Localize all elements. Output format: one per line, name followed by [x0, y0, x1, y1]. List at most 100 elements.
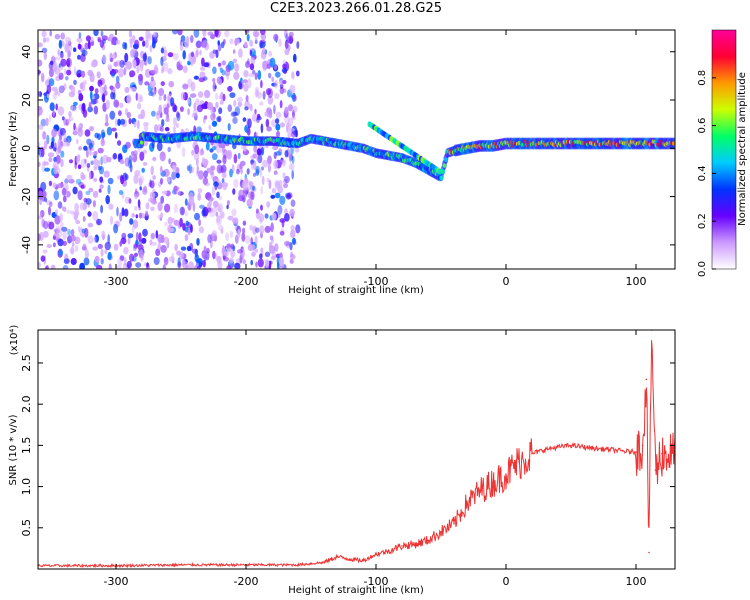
spectrogram-noise-cell — [88, 187, 94, 193]
spectrogram-noise-cell — [149, 44, 153, 53]
spectrogram-noise-cell — [128, 198, 132, 204]
spectrogram-noise-cell — [237, 249, 243, 254]
spectrogram-noise-cell — [134, 193, 138, 200]
spectrogram-noise-cell — [52, 182, 57, 188]
spectrogram-noise-cell — [102, 54, 107, 64]
spectrogram-noise-cell — [67, 229, 72, 236]
spectrogram-y-axis-label: Frequency (Hz) — [8, 111, 19, 187]
spectrogram-noise-cell — [61, 116, 65, 121]
spectrogram-noise-cell — [48, 221, 55, 230]
spectrogram-noise-cell — [216, 255, 222, 264]
spectrogram-noise-cell — [38, 106, 43, 116]
spectrogram-noise-cell — [259, 253, 263, 260]
spectrogram-noise-cell — [219, 99, 224, 105]
spectrogram-noise-cell — [182, 50, 186, 60]
spectrogram-noise-cell — [73, 122, 76, 131]
spectrogram-noise-cell — [97, 243, 103, 250]
spectrogram-noise-cell — [133, 174, 139, 185]
spectrogram-noise-cell — [201, 208, 206, 217]
spectrogram-noise-cell — [198, 219, 202, 227]
spectrogram-noise-cell — [216, 215, 221, 224]
spectrogram-noise-cell — [285, 193, 292, 200]
spectrogram-noise-cell — [53, 190, 60, 201]
spectrogram-noise-cell — [203, 89, 211, 99]
spectrogram-noise-cell — [168, 158, 171, 165]
spectrogram-noise-cell — [119, 102, 124, 109]
spectrogram-noise-cell — [182, 222, 186, 231]
spectrogram-noise-cell — [85, 198, 92, 205]
spectrogram-noise-cell — [84, 158, 87, 164]
spectrogram-noise-cell — [132, 43, 139, 50]
spectrogram-noise-cell — [115, 81, 121, 89]
spectrogram-noise-cell — [259, 41, 266, 49]
spectrogram-noise-cell — [45, 117, 49, 127]
spectrogram-noise-cell — [85, 35, 91, 42]
spectrogram-noise-cell — [257, 154, 263, 164]
spectrogram-noise-cell — [244, 30, 250, 34]
spectrogram-noise-cell — [50, 141, 55, 149]
spectrogram-noise-cell — [265, 259, 270, 268]
spectrogram-noise-cell — [279, 195, 286, 205]
colorbar-frame — [711, 29, 737, 270]
spectrogram-noise-cell — [201, 40, 208, 48]
spectrogram-noise-cell — [119, 212, 123, 222]
spectrogram-noise-cell — [83, 145, 88, 151]
spectrogram-noise-cell — [192, 248, 198, 254]
spectrogram-noise-cell — [232, 116, 238, 124]
spectrogram-noise-cell — [58, 39, 63, 49]
spectrogram-noise-cell — [41, 47, 48, 53]
spectrogram-noise-cell — [203, 170, 208, 178]
spectrogram-noise-cell — [138, 73, 143, 82]
spectrogram-noise-cell — [129, 38, 133, 49]
spectrogram-noise-cell — [282, 63, 287, 70]
spectrogram-noise-cell — [236, 96, 243, 103]
spectrogram-noise-cell — [209, 165, 216, 171]
spectrogram-noise-cell — [265, 88, 272, 96]
spectrogram-noise-cell — [196, 165, 200, 175]
snr-data-point — [453, 522, 455, 525]
spectrogram-noise-cell — [264, 213, 269, 219]
spectrogram-noise-cell — [178, 190, 181, 196]
spectrogram-noise-cell — [198, 127, 202, 133]
spectrogram-noise-cell — [88, 171, 92, 180]
spectrogram-noise-cell — [167, 228, 175, 233]
spectrogram-noise-cell — [40, 181, 47, 192]
spectrogram-noise-cell — [179, 106, 184, 112]
spectrogram-noise-cell — [92, 200, 96, 208]
spectrogram-noise-cell — [273, 104, 276, 115]
spectrogram-noise-cell — [124, 61, 128, 72]
colorbar: 0.0 0.2 0.4 0.6 0.8 Normalized spectral ampl… — [697, 29, 748, 277]
spectrogram-noise-cell — [55, 209, 58, 216]
spectrogram-noise-cell — [48, 67, 54, 78]
spectrogram-noise-cell — [99, 176, 104, 183]
spectrogram-noise-cell — [259, 167, 263, 178]
spectrogram-noise-cell — [188, 195, 195, 206]
spectrogram-noise-cell — [46, 244, 52, 248]
snr-y-multiplier: (x10⁴) — [9, 325, 20, 356]
spectrogram-noise-cell — [289, 84, 296, 94]
snr-y-tick-label: 1.0 — [20, 478, 33, 496]
spectrogram-noise-cell — [215, 211, 219, 217]
spectrogram-noise-cell — [43, 51, 47, 61]
snr-data-point — [466, 502, 468, 504]
snr-ticks: -300 -200 -100 0 100 0.5 1.0 1.5 2.0 2.5 — [20, 330, 675, 588]
spectrogram-noise-cell — [157, 214, 162, 219]
spectrogram-noise-cell — [221, 145, 226, 154]
spectrogram-noise-cell — [254, 108, 257, 115]
spectrogram-noise-cell — [189, 166, 195, 173]
spectrogram-noise-cell — [273, 159, 278, 170]
spectrogram-noise-cell — [140, 254, 144, 262]
spectrogram-noise-cell — [39, 212, 43, 218]
spectrogram-noise-cell — [216, 159, 222, 164]
spectrogram-noise-cell — [85, 190, 91, 196]
spectrogram-noise-cell — [287, 132, 292, 138]
spectrogram-noise-cell — [100, 30, 104, 37]
spectrogram-noise-cell — [123, 257, 127, 267]
spectrogram-noise-cell — [290, 251, 293, 257]
spectrogram-ridge-cell — [442, 163, 447, 168]
spectrogram-noise-cell — [196, 238, 200, 246]
spectrogram-noise-cell — [274, 181, 281, 190]
spectrogram-noise-cell — [228, 257, 234, 264]
chart-title: C2E3.2023.266.01.28.G25 — [269, 1, 443, 16]
spectrogram-noise-cell — [212, 66, 217, 75]
